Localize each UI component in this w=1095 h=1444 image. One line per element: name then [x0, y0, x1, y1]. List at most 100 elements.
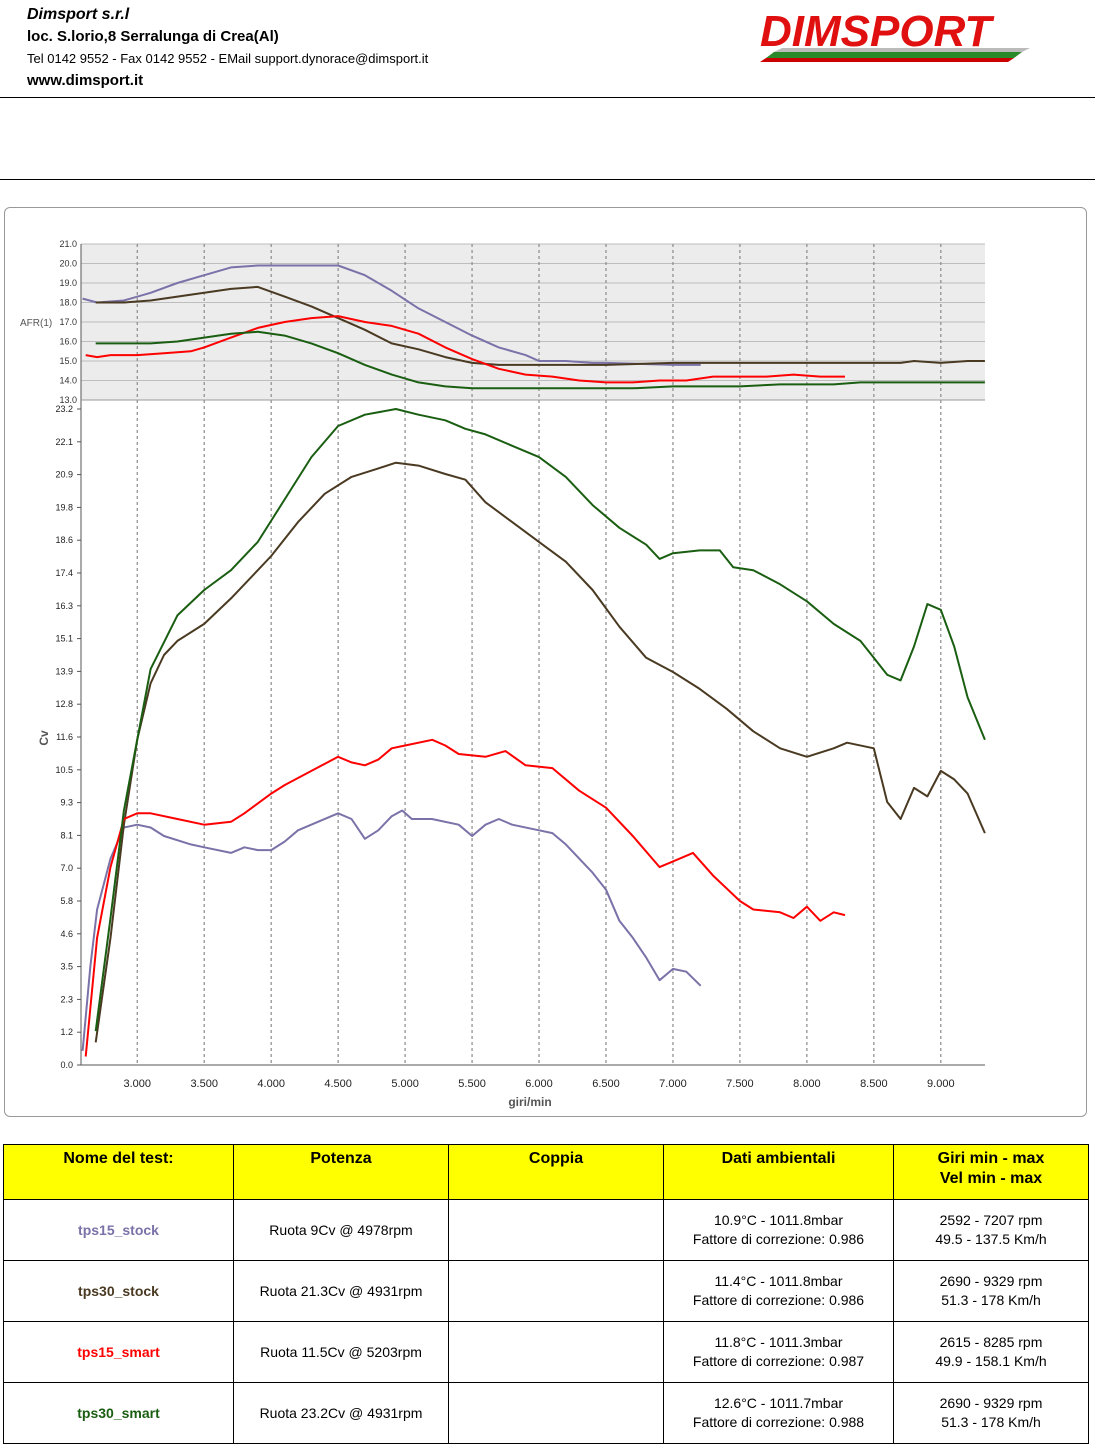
- x-tick-label: 3.000: [123, 1078, 151, 1090]
- col-test-name: Nome del test:: [3, 1144, 234, 1200]
- col-range-rpm: Giri min - max: [937, 1150, 1045, 1167]
- dyno-chart: 21.0 20.0 19.0 18.0 17.0 16.0 15.0 14.0 13.0 3.00…: [20, 239, 986, 1109]
- afr-tick-label: 16.0: [59, 337, 77, 347]
- x-axis-label: giri/min: [508, 1095, 551, 1109]
- ambient-data: 12.6°C - 1011.7mbar Fattore di correzion…: [663, 1382, 894, 1444]
- results-table: Nome del test: Potenza Coppia Dati ambie…: [3, 1144, 1089, 1444]
- section-divider: [0, 179, 1095, 180]
- power-tick-label: 22.1: [55, 437, 73, 447]
- power-tick-label: 3.5: [60, 962, 73, 972]
- power-value: Ruota 9Cv @ 4978rpm: [233, 1199, 449, 1261]
- power-tick-label: 15.1: [55, 634, 73, 644]
- rpm-range: 2592 - 7207 rpm: [939, 1212, 1043, 1228]
- col-range: Giri min - max Vel min - max: [893, 1144, 1089, 1200]
- afr-tick-label: 18.0: [59, 298, 77, 308]
- power-tick-label: 4.6: [60, 929, 73, 939]
- range-data: 2592 - 7207 rpm 49.5 - 137.5 Km/h: [893, 1199, 1089, 1261]
- power-curve-tps15_smart: [84, 738, 846, 1057]
- torque-value: [448, 1199, 664, 1261]
- afr-tick-label: 21.0: [59, 239, 77, 249]
- logo-text: DIMSPORT: [760, 7, 995, 56]
- torque-value: [448, 1382, 664, 1444]
- afr-tick-label: 13.0: [59, 395, 77, 405]
- speed-range: 51.3 - 178 Km/h: [941, 1292, 1041, 1308]
- power-tick-label: 17.4: [55, 568, 73, 578]
- x-tick-label: 7.000: [659, 1078, 687, 1090]
- table-row: tps15_smart Ruota 11.5Cv @ 5203rpm 11.8°…: [3, 1321, 1089, 1383]
- torque-value: [448, 1321, 664, 1383]
- test-name: tps15_stock: [3, 1199, 234, 1261]
- dimsport-logo: DIMSPORT: [760, 7, 1030, 62]
- correction-factor: Fattore di correzione: 0.988: [692, 1414, 865, 1430]
- power-tick-label: 7.0: [60, 863, 73, 873]
- afr-tick-label: 14.0: [59, 376, 77, 386]
- company-website[interactable]: www.dimsport.it: [27, 72, 144, 89]
- afr-tick-label: 15.0: [59, 356, 77, 366]
- x-tick-label: 7.500: [726, 1078, 754, 1090]
- ambient-temp-pressure: 12.6°C - 1011.7mbar: [713, 1395, 844, 1411]
- speed-range: 49.5 - 137.5 Km/h: [935, 1231, 1047, 1247]
- ambient-temp-pressure: 10.9°C - 1011.8mbar: [713, 1212, 844, 1228]
- rpm-range: 2690 - 9329 rpm: [939, 1395, 1043, 1411]
- power-tick-label: 23.2: [55, 404, 73, 414]
- company-address: loc. S.lorio,8 Serralunga di Crea(Al): [27, 28, 279, 45]
- ambient-data: 10.9°C - 1011.8mbar Fattore di correzion…: [663, 1199, 894, 1261]
- col-ambient: Dati ambientali: [663, 1144, 894, 1200]
- rpm-range: 2615 - 8285 rpm: [939, 1334, 1043, 1350]
- power-tick-label: 9.3: [60, 798, 73, 808]
- power-curve-tps15_stock: [81, 809, 702, 1051]
- power-tick-label: 13.9: [55, 666, 73, 676]
- power-value: Ruota 21.3Cv @ 4931rpm: [233, 1260, 449, 1322]
- power-tick-label: 12.8: [55, 699, 73, 709]
- power-tick-label: 19.8: [55, 502, 73, 512]
- power-tick-label: 2.3: [60, 994, 73, 1004]
- power-value: Ruota 11.5Cv @ 5203rpm: [233, 1321, 449, 1383]
- ambient-data: 11.8°C - 1011.3mbar Fattore di correzion…: [663, 1321, 894, 1383]
- power-tick-label: 18.6: [55, 535, 73, 545]
- afr-curve-tps30_smart: [95, 330, 985, 390]
- power-tick-label: 16.3: [55, 601, 73, 611]
- power-tick-label: 8.1: [60, 830, 73, 840]
- test-name: tps30_smart: [3, 1382, 234, 1444]
- power-curve-tps30_smart: [94, 408, 986, 1032]
- speed-range: 51.3 - 178 Km/h: [941, 1414, 1041, 1430]
- range-data: 2615 - 8285 rpm 49.9 - 158.1 Km/h: [893, 1321, 1089, 1383]
- power-tick-label: 0.0: [60, 1060, 73, 1070]
- table-row: tps30_stock Ruota 21.3Cv @ 4931rpm 11.4°…: [3, 1260, 1089, 1322]
- power-tick-label: 10.5: [55, 765, 73, 775]
- ambient-temp-pressure: 11.4°C - 1011.8mbar: [714, 1273, 843, 1289]
- torque-value: [448, 1260, 664, 1322]
- table-row: tps15_stock Ruota 9Cv @ 4978rpm 10.9°C -…: [3, 1199, 1089, 1261]
- afr-tick-label: 17.0: [59, 317, 77, 327]
- x-tick-label: 3.500: [190, 1078, 218, 1090]
- correction-factor: Fattore di correzione: 0.986: [692, 1292, 865, 1308]
- x-tick-label: 5.000: [391, 1078, 419, 1090]
- correction-factor: Fattore di correzione: 0.987: [692, 1353, 865, 1369]
- col-power: Potenza: [233, 1144, 449, 1200]
- power-axis-label: Cv: [37, 730, 51, 746]
- x-tick-label: 6.000: [525, 1078, 553, 1090]
- afr-tick-label: 19.0: [59, 278, 77, 288]
- rpm-range: 2690 - 9329 rpm: [939, 1273, 1043, 1289]
- col-torque: Coppia: [448, 1144, 664, 1200]
- power-tick-label: 1.2: [60, 1027, 73, 1037]
- afr-curve-tps15_stock: [82, 264, 701, 366]
- speed-range: 49.9 - 158.1 Km/h: [935, 1353, 1047, 1369]
- header-divider: [0, 97, 1095, 98]
- company-header: Dimsport s.r.l loc. S.lorio,8 Serralunga…: [27, 4, 428, 92]
- range-data: 2690 - 9329 rpm 51.3 - 178 Km/h: [893, 1260, 1089, 1322]
- x-tick-label: 4.500: [324, 1078, 352, 1090]
- power-tick-label: 20.9: [55, 470, 73, 480]
- results-header-row: Nome del test: Potenza Coppia Dati ambie…: [3, 1144, 1089, 1200]
- company-contact: Tel 0142 9552 - Fax 0142 9552 - EMail su…: [27, 51, 429, 66]
- x-tick-label: 9.000: [927, 1078, 955, 1090]
- x-tick-label: 8.500: [860, 1078, 888, 1090]
- power-value: Ruota 23.2Cv @ 4931rpm: [233, 1382, 449, 1444]
- test-name: tps30_stock: [3, 1260, 234, 1322]
- afr-curve-tps15_smart: [85, 315, 845, 384]
- correction-factor: Fattore di correzione: 0.986: [692, 1231, 865, 1247]
- power-tick-label: 11.6: [56, 732, 73, 742]
- x-tick-label: 4.000: [257, 1078, 285, 1090]
- ambient-temp-pressure: 11.8°C - 1011.3mbar: [714, 1334, 843, 1350]
- ambient-data: 11.4°C - 1011.8mbar Fattore di correzion…: [663, 1260, 894, 1322]
